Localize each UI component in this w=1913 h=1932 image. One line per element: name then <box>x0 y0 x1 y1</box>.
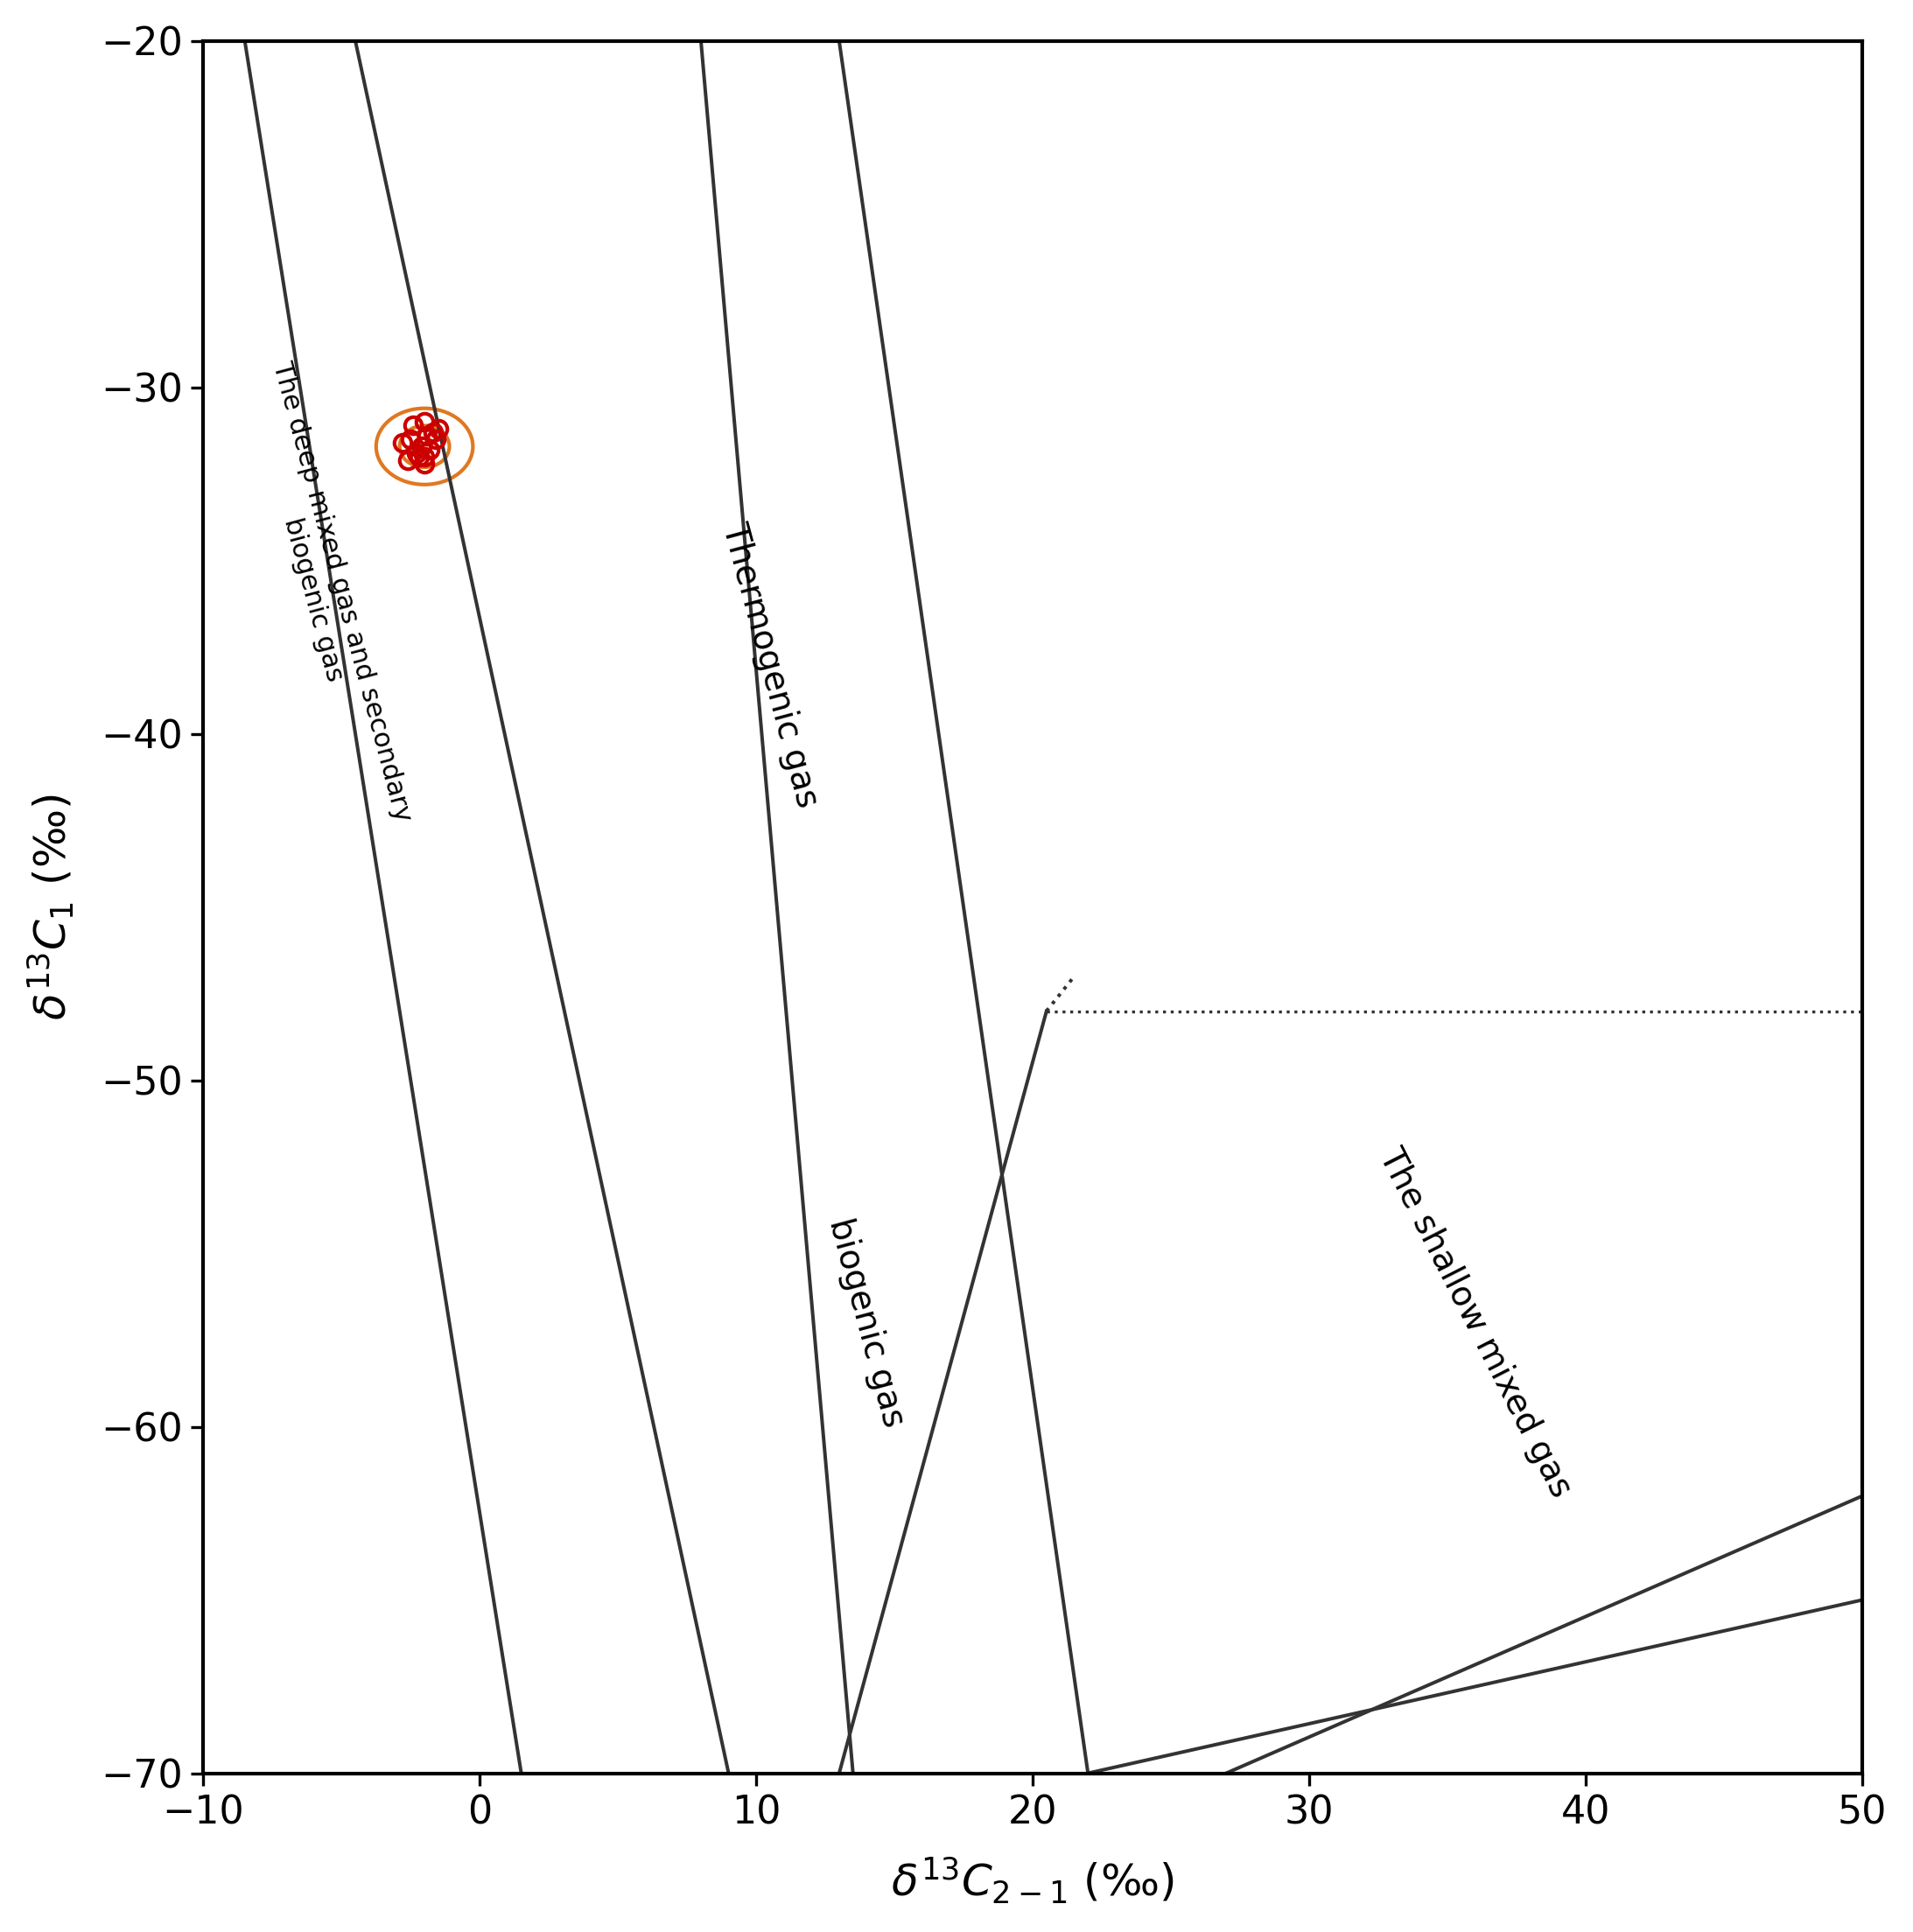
Y-axis label: $\delta^{13}C_1$ (‰): $\delta^{13}C_1$ (‰) <box>27 794 77 1020</box>
Text: The shallow mixed gas: The shallow mixed gas <box>1372 1142 1578 1503</box>
X-axis label: $\delta^{13}C_{2-1}$ (‰): $\delta^{13}C_{2-1}$ (‰) <box>891 1857 1175 1905</box>
Text: Thermogenic gas: Thermogenic gas <box>715 518 825 811</box>
Text: The deep mixed gas and secondary
biogenic gas: The deep mixed gas and secondary biogeni… <box>239 359 415 833</box>
Text: biogenic gas: biogenic gas <box>823 1215 911 1432</box>
